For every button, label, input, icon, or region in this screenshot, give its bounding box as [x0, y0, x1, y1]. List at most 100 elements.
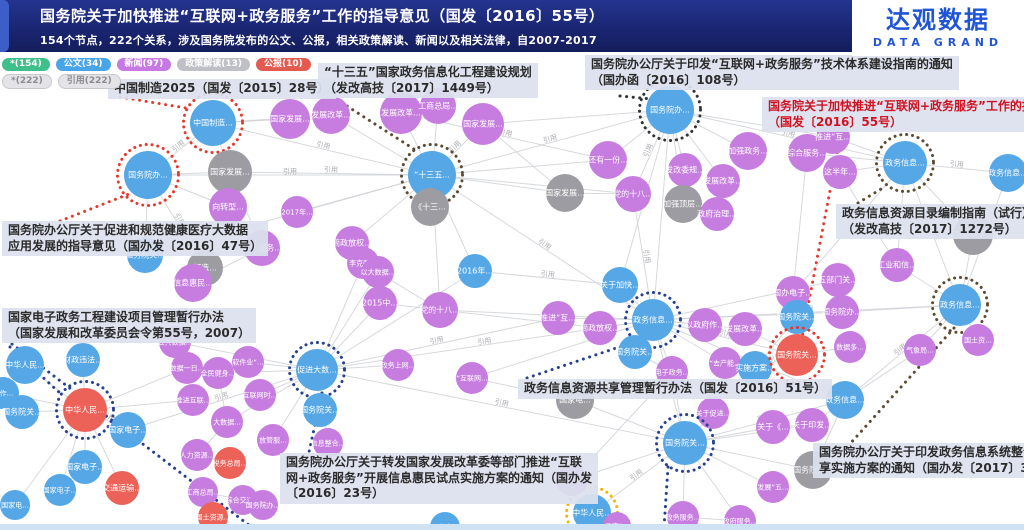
graph-node[interactable]: [615, 176, 651, 212]
graph-node[interactable]: [124, 151, 172, 199]
graph-node[interactable]: [962, 324, 994, 356]
graph-node[interactable]: [380, 92, 422, 134]
highlight-ring: [55, 380, 115, 440]
graph-node[interactable]: [190, 100, 236, 146]
annotation-callout-egov-project-rule: 国家电子政务工程建设项目管理暂行办法 （国家发展和改革委员会令第55号，2007）: [2, 308, 257, 344]
graph-node[interactable]: [202, 357, 234, 389]
graph-node[interactable]: [0, 490, 30, 520]
graph-node[interactable]: [667, 501, 699, 530]
graph-node[interactable]: [68, 450, 102, 484]
graph-node[interactable]: [709, 347, 741, 379]
legend-chip[interactable]: 公文(34): [55, 58, 111, 71]
graph-node[interactable]: [244, 379, 276, 411]
graph-node[interactable]: [724, 505, 756, 530]
graph-node[interactable]: [188, 477, 218, 507]
graph-node[interactable]: [44, 474, 76, 506]
highlight-ring: [182, 92, 244, 154]
graph-node[interactable]: [776, 334, 818, 376]
graph-node[interactable]: [618, 335, 652, 369]
graph-node[interactable]: [880, 248, 914, 282]
graph-node[interactable]: [362, 256, 394, 288]
graph-node[interactable]: [408, 151, 456, 199]
graph-node[interactable]: [363, 286, 397, 320]
graph-node[interactable]: [177, 384, 209, 416]
graph-node[interactable]: [209, 188, 247, 226]
graph-node[interactable]: [757, 471, 789, 503]
graph-node[interactable]: [904, 334, 936, 366]
graph-node[interactable]: [664, 185, 702, 223]
graph-node[interactable]: [700, 197, 734, 231]
graph-node[interactable]: [63, 388, 107, 432]
graph-node[interactable]: [989, 154, 1024, 192]
graph-node[interactable]: [821, 263, 855, 297]
graph-node[interactable]: [646, 86, 694, 134]
legend-chip[interactable]: *(154): [2, 58, 50, 71]
graph-node[interactable]: [756, 410, 790, 444]
graph-node[interactable]: [171, 352, 203, 384]
graph-node[interactable]: [688, 308, 722, 342]
graph-node[interactable]: [602, 267, 638, 303]
graph-node[interactable]: [823, 155, 857, 189]
graph-node[interactable]: [110, 412, 146, 448]
graph-node[interactable]: [834, 331, 866, 363]
graph-node[interactable]: [66, 343, 100, 377]
graph-node[interactable]: [382, 349, 414, 381]
graph-node[interactable]: [105, 471, 139, 505]
graph-node[interactable]: [214, 447, 246, 479]
legend-chip[interactable]: 引用(222): [57, 74, 121, 89]
graph-node[interactable]: [211, 406, 243, 438]
graph-node[interactable]: [728, 312, 762, 346]
graph-node[interactable]: [208, 150, 252, 194]
graph-node[interactable]: [788, 134, 826, 172]
graph-node[interactable]: [248, 490, 278, 520]
graph-node[interactable]: [939, 284, 981, 326]
legend-chip[interactable]: 政策解读(13): [177, 58, 251, 71]
graph-node-label: 信息整合...: [311, 439, 346, 448]
graph-node[interactable]: [795, 408, 829, 442]
graph-node[interactable]: [313, 428, 343, 458]
graph-node[interactable]: [456, 362, 488, 394]
graph-node[interactable]: [462, 103, 504, 145]
graph-node[interactable]: [5, 395, 39, 429]
graph-node[interactable]: [583, 311, 617, 345]
graph-node[interactable]: [668, 153, 702, 187]
graph-node-label: 国务院关...: [777, 312, 817, 322]
legend-chip[interactable]: 新闻(97): [116, 58, 172, 71]
graph-node[interactable]: [706, 164, 740, 198]
graph-node[interactable]: [281, 196, 313, 228]
graph-node[interactable]: [826, 381, 864, 419]
graph-node[interactable]: [181, 439, 213, 471]
graph-node[interactable]: [411, 188, 449, 226]
graph-edge: [316, 270, 476, 371]
graph-node[interactable]: [780, 300, 814, 334]
graph-node[interactable]: [296, 349, 338, 391]
graph-node[interactable]: [303, 393, 337, 427]
graph-node-label: 促进大数...: [297, 365, 337, 375]
graph-node[interactable]: [546, 174, 584, 212]
graph-node[interactable]: [883, 141, 927, 185]
graph-node[interactable]: [825, 295, 859, 329]
graph-node[interactable]: [422, 292, 458, 328]
graph-node[interactable]: [270, 99, 310, 139]
legend-chip[interactable]: 公报(10): [256, 58, 311, 71]
graph-node[interactable]: [232, 346, 264, 378]
graph-node[interactable]: [458, 254, 492, 288]
graph-node-label: 党的十八...: [420, 305, 460, 315]
graph-node[interactable]: [174, 264, 212, 302]
graph-node-label: 还有一份...: [588, 155, 628, 165]
graph-node[interactable]: [257, 424, 289, 456]
graph-node-label: 国家电...: [559, 395, 591, 405]
graph-node[interactable]: [697, 397, 729, 429]
graph-node[interactable]: [632, 299, 674, 341]
legend-chip[interactable]: *(222): [2, 74, 52, 89]
graph-node[interactable]: [312, 96, 350, 134]
graph-node[interactable]: [589, 141, 627, 179]
graph-node[interactable]: [541, 301, 575, 335]
graph-node[interactable]: [738, 351, 772, 385]
graph-node[interactable]: [729, 132, 767, 170]
graph-node[interactable]: [663, 421, 707, 465]
graph-node[interactable]: [6, 346, 44, 384]
graph-node[interactable]: [198, 502, 228, 530]
